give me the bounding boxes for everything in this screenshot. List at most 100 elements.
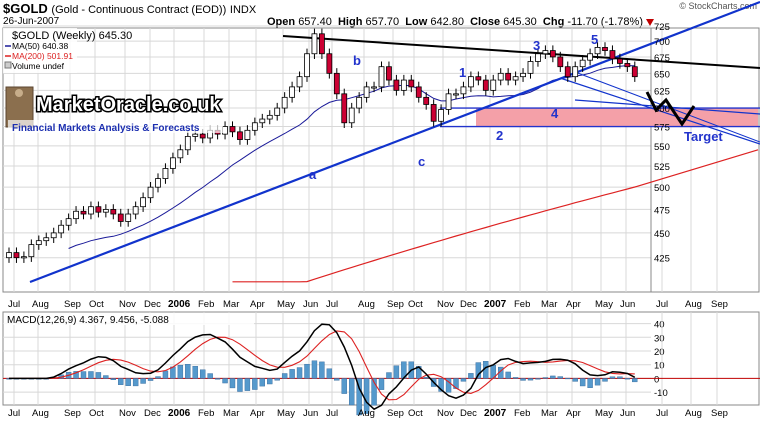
x-tick-label: Jun [303,299,318,310]
x-tick-label: Aug [32,299,49,310]
macd-hist-bar [125,378,131,386]
candle-body [229,126,236,133]
candle-body [549,50,556,58]
x-tick-label: May [277,299,295,310]
candle-body [311,33,318,55]
x-tick-label: Feb [514,299,530,310]
chart-date: 26-Jun-2007 [3,16,60,27]
macd-hist-bar [356,378,362,416]
macd-hist-bar [80,371,87,379]
candle-body [378,66,385,88]
x-tick-label: Mar [541,299,557,310]
candle-body [289,86,296,98]
macd-x-tick-label: Feb [514,408,530,419]
macd-hist-bar [237,378,243,392]
candle-body [482,79,489,91]
macd-tick-label: 10 [654,361,665,372]
macd-hist-bar [103,375,109,379]
macd-hist-bar [244,378,251,391]
macd-hist-bar [192,366,198,379]
macd-hist-bar [296,367,303,379]
macd-hist-bar [162,370,169,379]
low-label: Low [405,16,428,28]
price-candles [6,28,638,263]
candle-body [535,53,541,62]
ma200-line [232,149,759,283]
macd-hist-bar [565,377,571,380]
macd-x-tick-label: Dec [144,408,161,419]
candle-body [28,244,35,258]
macd-hist-bar [95,372,102,379]
macd-hist-bar [527,378,534,381]
ohlc-quote: Open 657.40 High 657.70 Low 642.80 Close… [267,16,654,28]
macd-signal-line [9,330,635,401]
candle-body [602,47,608,51]
marketoracle-watermark: MarketOracle.co.uk Financial Markets Anal… [5,86,223,134]
macd-x-tick-label: 2006 [168,408,191,419]
macd-legend-bg [4,313,254,325]
channel-down-line [559,77,760,145]
candle-body [318,33,325,55]
x-tick-label: Nov [437,299,454,310]
macd-x-tick-label: Mar [223,408,239,419]
candle-body [13,252,20,259]
candle-body [520,72,526,78]
candle-body [95,206,102,213]
macd-tick-label: 0 [654,374,659,385]
watermark-tagline: Financial Markets Analysis & Forecasts [12,123,200,134]
macd-x-tick-label: Jul [656,408,668,419]
macd-hist-bar [259,378,265,387]
macd-hist-bar [460,378,467,382]
macd-hist-bar [147,378,154,381]
tagline-bg [8,120,223,133]
macd-x-tick-label: Oct [408,408,423,419]
x-tick-label: Aug [685,299,702,310]
macd-tick-label: -10 [654,388,668,399]
macd-hist-bar [505,371,511,379]
candle-body [348,107,355,124]
macd-hist-bar [542,377,549,379]
macd-x-tick-label: Jul [326,408,338,419]
macd-x-tick-label: Dec [460,408,477,419]
price-tick-label: 650 [654,69,670,80]
stockcharts-credit: © StockCharts.com [679,1,757,11]
x-tick-label: 2006 [168,299,191,310]
candle-body [50,232,57,239]
price-x-axis: Jul Aug Sep Oct Nov Dec 2006 Feb Mar Apr May Jun Jul… [8,299,728,310]
chg-label: Chg [542,16,565,28]
macd-hist-bar [535,378,541,380]
macd-hist-bar [602,378,608,382]
candle-body [393,79,400,91]
chart-symbol-title: $GOLD (Gold - Continuous Contract (EOD))… [3,1,256,16]
macd-tick-label: 20 [654,347,665,358]
macd-x-tick-label: Mar [541,408,557,419]
exchange-label: INDX [229,4,257,16]
projection-path [645,91,696,127]
macd-hist-bar [550,375,556,379]
x-tick-label: May [595,299,613,310]
candle-body [162,168,169,179]
x-tick-label: Dec [460,299,477,310]
close-value: 645.30 [503,16,537,28]
x-tick-label: Sep [64,299,81,310]
candle-body [400,79,407,91]
wave-labels: a b c 1 2 3 4 5 Target [309,32,723,182]
price-tick-label: 575 [654,123,670,134]
candle-body [430,104,437,122]
candle-body [579,59,586,68]
wave-label: 1 [459,65,466,80]
candle-body [132,206,139,215]
candle-body [274,107,281,116]
x-tick-label: Jul [326,299,338,310]
macd-hist-bar [632,378,638,383]
price-tick-label: 700 [654,37,670,48]
candle-body [184,136,191,151]
price-tick-label: 675 [654,53,670,64]
candle-body [609,50,616,60]
macd-hist-bar [609,376,616,379]
legend-entry: Volume undef [12,61,65,71]
macd-hist-bar [557,376,563,379]
candle-body [445,93,452,110]
candle-body [333,72,340,95]
macd-x-tick-label: Jun [620,408,635,419]
